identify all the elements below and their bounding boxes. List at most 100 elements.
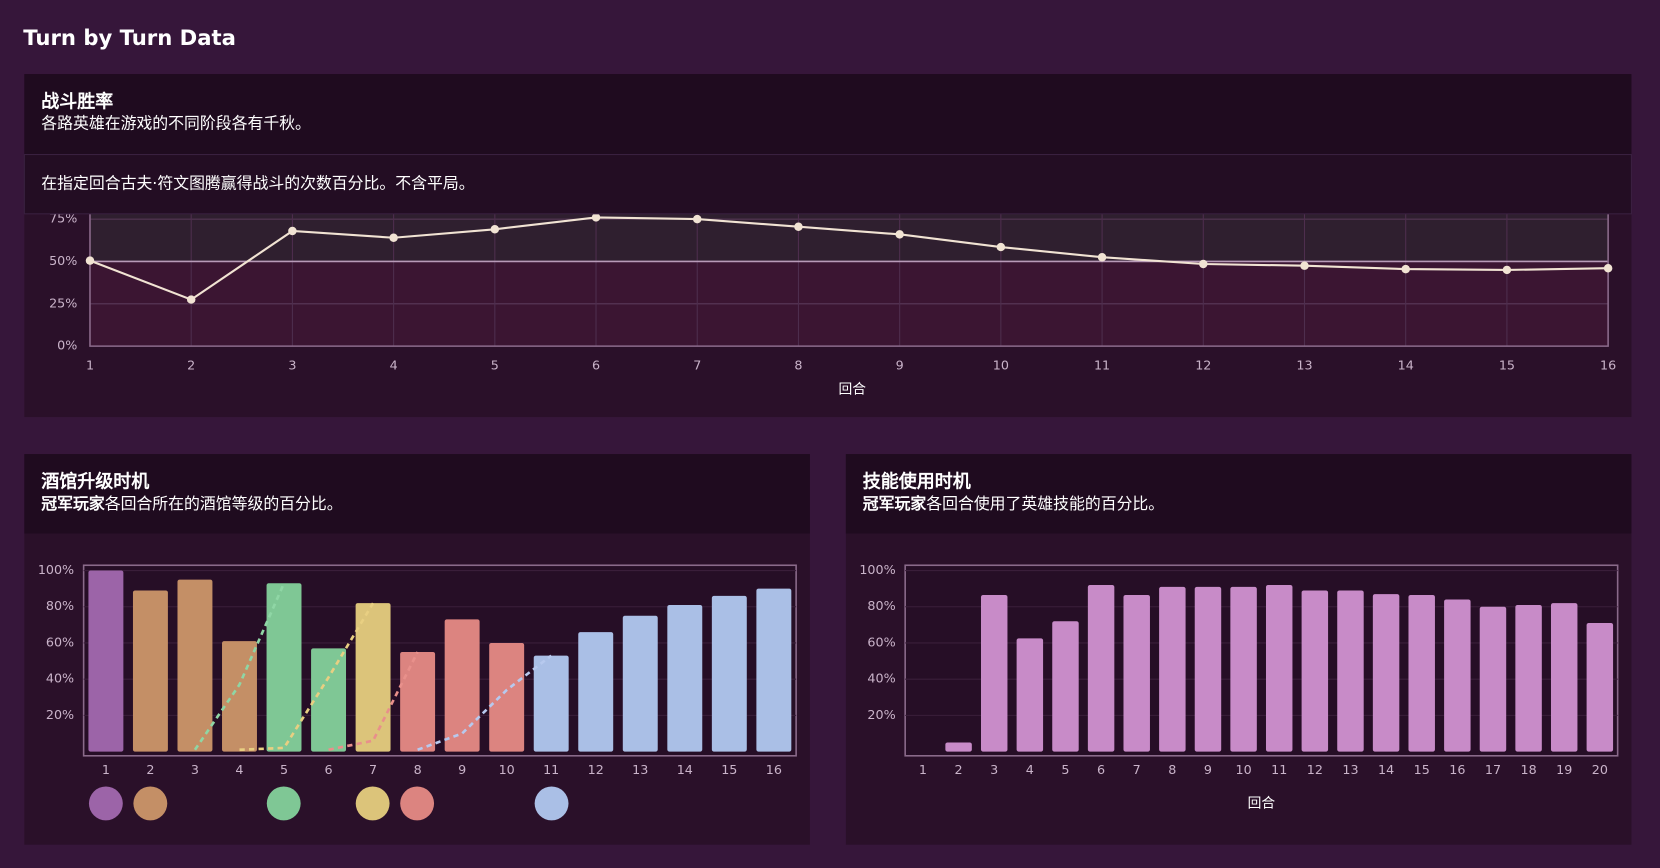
y-tick-label: 100% (38, 562, 74, 577)
bar (1337, 590, 1364, 752)
bar (578, 632, 614, 752)
x-tick-label: 2 (187, 358, 195, 373)
subtitle-bold: 冠军玩家 (863, 493, 927, 512)
bar (1372, 594, 1400, 752)
bar (1515, 604, 1542, 752)
x-tick-label: 7 (369, 762, 377, 777)
x-axis-label: 回合 (838, 382, 866, 398)
y-tick-label: 75% (49, 211, 77, 226)
x-tick-label: 1 (102, 762, 110, 777)
x-tick-label: 12 (1307, 762, 1323, 777)
x-tick-label: 8 (414, 762, 422, 777)
tier-badge (133, 786, 168, 821)
tier-badge (534, 786, 569, 821)
point (85, 256, 95, 265)
x-tick-label: 9 (1204, 762, 1212, 777)
x-tick-label: 6 (325, 762, 333, 777)
y-tick-label: 50% (49, 253, 77, 268)
bar (266, 583, 302, 752)
x-tick-label: 10 (1236, 762, 1252, 777)
bar (1052, 621, 1079, 752)
point (1401, 264, 1410, 274)
panel-subtitle: 冠军玩家各回合使用了英雄技能的百分比。 (863, 493, 1164, 512)
point (1502, 265, 1512, 275)
x-tick-label: 10 (499, 762, 515, 777)
description-band (23, 154, 1632, 215)
bar (533, 655, 569, 752)
point (1603, 263, 1613, 273)
point (186, 295, 196, 304)
bar (945, 742, 972, 752)
x-tick-label: 5 (280, 762, 288, 777)
panel-title: 战斗胜率 (41, 91, 113, 113)
point (1199, 259, 1208, 269)
x-tick-label: 9 (896, 358, 904, 373)
bar (1301, 590, 1329, 752)
bar (88, 570, 124, 752)
x-tick-label: 5 (1061, 762, 1069, 777)
bar (177, 579, 213, 752)
bar (1087, 585, 1115, 752)
x-tick-label: 11 (1271, 762, 1287, 777)
point (288, 226, 297, 236)
bar (980, 594, 1008, 752)
point (794, 222, 803, 231)
point (1097, 252, 1107, 262)
x-tick-label: 3 (288, 358, 296, 373)
x-tick-label: 12 (588, 762, 604, 777)
x-tick-label: 13 (632, 762, 648, 777)
bar (1586, 623, 1614, 752)
bar (711, 595, 747, 752)
bar (667, 604, 703, 752)
panel-description: 在指定回合古夫·符文图腾赢得战斗的次数百分比。不含平局。 (41, 174, 474, 193)
x-tick-label: 13 (1342, 762, 1358, 777)
bar (1123, 594, 1150, 752)
y-tick-label: 100% (859, 562, 895, 577)
y-tick-label: 60% (46, 634, 74, 649)
line (89, 216, 1609, 301)
panel-header (24, 74, 1632, 155)
bar (1408, 594, 1435, 752)
x-tick-label: 15 (1499, 358, 1515, 373)
x-tick-label: 8 (794, 358, 802, 373)
point (591, 213, 601, 222)
x-tick-label: 20 (1592, 762, 1608, 777)
x-tick-label: 2 (955, 762, 963, 777)
x-tick-label: 2 (146, 762, 154, 777)
bar (355, 603, 391, 752)
x-tick-label: 7 (693, 358, 701, 373)
point (895, 230, 904, 239)
tier-badges (88, 786, 569, 821)
point (490, 225, 500, 234)
x-tick-label: 3 (191, 762, 199, 777)
panel-subtitle: 各路英雄在游戏的不同阶段各有千秋。 (41, 113, 311, 132)
x-tick-label: 12 (1195, 358, 1211, 373)
y-tick-label: 25% (49, 295, 77, 310)
subtitle-text: 各回合所在的酒馆等级的百分比。 (105, 493, 343, 512)
x-tick-label: 1 (86, 358, 94, 373)
panel-header (845, 454, 1632, 534)
x-tick-label: 14 (677, 762, 693, 777)
dashed-line (193, 582, 286, 751)
y-tick-label: 80% (46, 598, 74, 613)
bar (222, 641, 257, 752)
x-tick-label: 13 (1296, 358, 1312, 373)
x-tick-label: 16 (1600, 358, 1616, 373)
panel-title: 技能使用时机 (863, 471, 971, 493)
bar (1550, 603, 1578, 752)
bar (1194, 586, 1222, 752)
x-tick-label: 6 (1097, 762, 1105, 777)
plot-area (904, 564, 1619, 757)
dashed-line (417, 654, 553, 751)
x-tick-label: 14 (1378, 762, 1394, 777)
subtitle-bold: 冠军玩家 (41, 493, 105, 512)
y-tick-label: 40% (46, 671, 74, 686)
tier-badge (400, 786, 435, 821)
bar (132, 590, 168, 752)
x-tick-label: 18 (1521, 762, 1537, 777)
x-axis-label: 回合 (1248, 795, 1276, 811)
panel-title: 酒馆升级时机 (41, 471, 149, 493)
bar (489, 642, 525, 752)
